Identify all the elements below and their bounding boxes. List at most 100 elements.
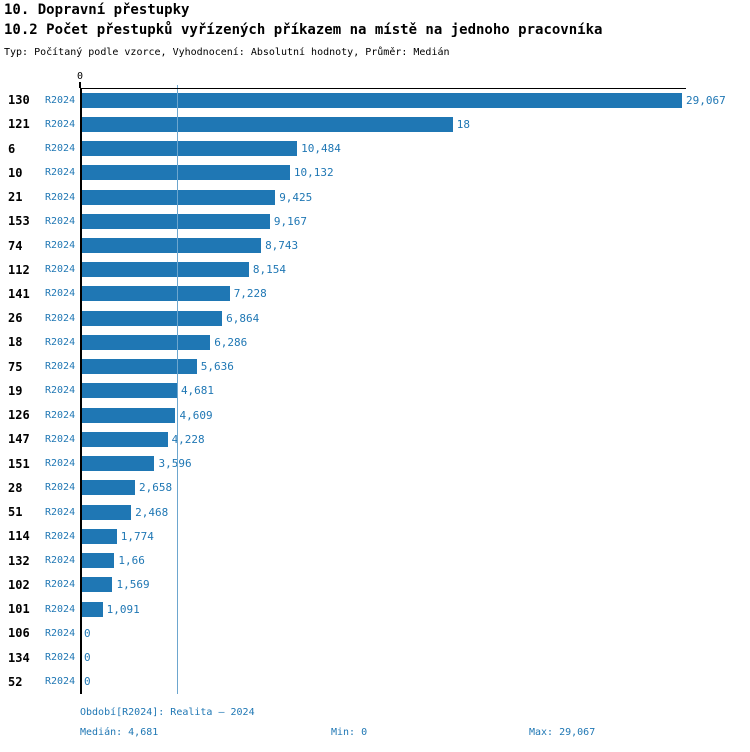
page-subtitle: 10.2 Počet přestupků vyřízených příkazem… bbox=[4, 22, 603, 38]
row-series-label: R2024 bbox=[45, 312, 76, 324]
row-category-label: 132 bbox=[8, 553, 30, 568]
axis-zero-tick bbox=[79, 82, 81, 88]
row-series-label: R2024 bbox=[45, 264, 76, 276]
row-series-label: R2024 bbox=[45, 676, 76, 688]
chart-row: 134 R2024 0 bbox=[0, 645, 750, 669]
bar bbox=[80, 407, 176, 423]
row-category-label: 153 bbox=[8, 214, 30, 229]
row-series-label: R2024 bbox=[45, 555, 76, 567]
bar-value-label: 1,66 bbox=[118, 554, 145, 568]
bar-value-label: 5,636 bbox=[200, 360, 234, 374]
bar bbox=[80, 238, 262, 254]
row-category-label: 10 bbox=[8, 165, 23, 180]
bar bbox=[80, 553, 115, 569]
bar-value-label: 2,468 bbox=[135, 505, 169, 519]
row-category-label: 114 bbox=[8, 529, 30, 544]
bar bbox=[80, 189, 276, 205]
row-series-label: R2024 bbox=[45, 215, 76, 227]
chart-row: 101 R2024 1,091 bbox=[0, 597, 750, 621]
bar bbox=[80, 213, 270, 229]
bar-value-label: 2,658 bbox=[139, 481, 173, 495]
row-series-label: R2024 bbox=[45, 240, 76, 252]
footer-period: Období[R2024]: Realita – 2024 bbox=[80, 707, 255, 718]
row-category-label: 134 bbox=[8, 650, 30, 665]
row-series-label: R2024 bbox=[45, 506, 76, 518]
bar-value-label: 1,091 bbox=[106, 602, 140, 616]
bar-value-label: 4,228 bbox=[171, 432, 205, 446]
chart-row: 102 R2024 1,569 bbox=[0, 573, 750, 597]
bar-value-label: 18 bbox=[456, 117, 471, 131]
bar bbox=[80, 116, 453, 132]
row-category-label: 74 bbox=[8, 238, 23, 253]
row-category-label: 26 bbox=[8, 311, 23, 326]
chart-row: 52 R2024 0 bbox=[0, 670, 750, 694]
chart-row: 28 R2024 2,658 bbox=[0, 476, 750, 500]
bar bbox=[80, 601, 103, 617]
chart-row: 147 R2024 4,228 bbox=[0, 427, 750, 451]
bar bbox=[80, 528, 117, 544]
row-series-label: R2024 bbox=[45, 118, 76, 130]
bar-value-label: 10,132 bbox=[293, 166, 334, 180]
bar-value-label: 7,228 bbox=[233, 287, 267, 301]
row-series-label: R2024 bbox=[45, 603, 76, 615]
row-category-label: 112 bbox=[8, 262, 30, 277]
row-series-label: R2024 bbox=[45, 288, 76, 300]
row-series-label: R2024 bbox=[45, 385, 76, 397]
chart-row: 153 R2024 9,167 bbox=[0, 209, 750, 233]
chart-row: 21 R2024 9,425 bbox=[0, 185, 750, 209]
chart-row: 18 R2024 6,286 bbox=[0, 330, 750, 354]
row-category-label: 102 bbox=[8, 577, 30, 592]
row-series-label: R2024 bbox=[45, 94, 76, 106]
bar bbox=[80, 141, 298, 157]
row-category-label: 75 bbox=[8, 359, 23, 374]
chart-row: 132 R2024 1,66 bbox=[0, 548, 750, 572]
row-category-label: 52 bbox=[8, 674, 23, 689]
bar-value-label: 9,167 bbox=[273, 214, 307, 228]
chart-row: 6 R2024 10,484 bbox=[0, 136, 750, 160]
bar-value-label: 9,425 bbox=[279, 190, 313, 204]
row-category-label: 151 bbox=[8, 456, 30, 471]
median-gridline bbox=[176, 85, 178, 694]
bar bbox=[80, 262, 249, 278]
row-category-label: 121 bbox=[8, 117, 30, 132]
bar-value-label: 8,154 bbox=[252, 263, 286, 277]
bar-value-label: 0 bbox=[84, 651, 91, 664]
chart-row: 126 R2024 4,609 bbox=[0, 403, 750, 427]
y-axis-line bbox=[80, 88, 82, 694]
median-gridline-overlay bbox=[176, 85, 178, 694]
bar-value-label: 8,743 bbox=[265, 239, 299, 253]
row-series-label: R2024 bbox=[45, 579, 76, 591]
row-category-label: 21 bbox=[8, 190, 23, 205]
footer-min-stat: Min: 0 bbox=[331, 727, 368, 738]
bar bbox=[80, 577, 113, 593]
chart-row: 19 R2024 4,681 bbox=[0, 379, 750, 403]
chart-row: 151 R2024 3,596 bbox=[0, 452, 750, 476]
bar bbox=[80, 286, 230, 302]
row-series-label: R2024 bbox=[45, 482, 76, 494]
footer-median-stat: Medián: 4,681 bbox=[80, 727, 159, 738]
bar bbox=[80, 310, 223, 326]
row-series-label: R2024 bbox=[45, 409, 76, 421]
chart-row: 121 R2024 18 bbox=[0, 112, 750, 136]
bar bbox=[80, 359, 197, 375]
bar-value-label: 6,286 bbox=[214, 335, 248, 349]
row-series-label: R2024 bbox=[45, 143, 76, 155]
chart-row: 130 R2024 29,067 bbox=[0, 88, 750, 112]
row-series-label: R2024 bbox=[45, 336, 76, 348]
bar-value-label: 1,569 bbox=[116, 578, 150, 592]
chart-row: 26 R2024 6,864 bbox=[0, 306, 750, 330]
chart-row: 112 R2024 8,154 bbox=[0, 258, 750, 282]
bar-value-label: 3,596 bbox=[158, 457, 192, 471]
row-series-label: R2024 bbox=[45, 433, 76, 445]
row-series-label: R2024 bbox=[45, 458, 76, 470]
footer-max-stat: Max: 29,067 bbox=[529, 727, 596, 738]
axis-zero-label: 0 bbox=[76, 71, 84, 82]
row-category-label: 6 bbox=[8, 141, 16, 156]
bar-value-label: 6,864 bbox=[226, 311, 260, 325]
bar bbox=[80, 456, 155, 472]
bar bbox=[80, 92, 682, 108]
bar bbox=[80, 480, 136, 496]
row-category-label: 28 bbox=[8, 480, 23, 495]
chart-row: 106 R2024 0 bbox=[0, 621, 750, 645]
row-series-label: R2024 bbox=[45, 652, 76, 663]
